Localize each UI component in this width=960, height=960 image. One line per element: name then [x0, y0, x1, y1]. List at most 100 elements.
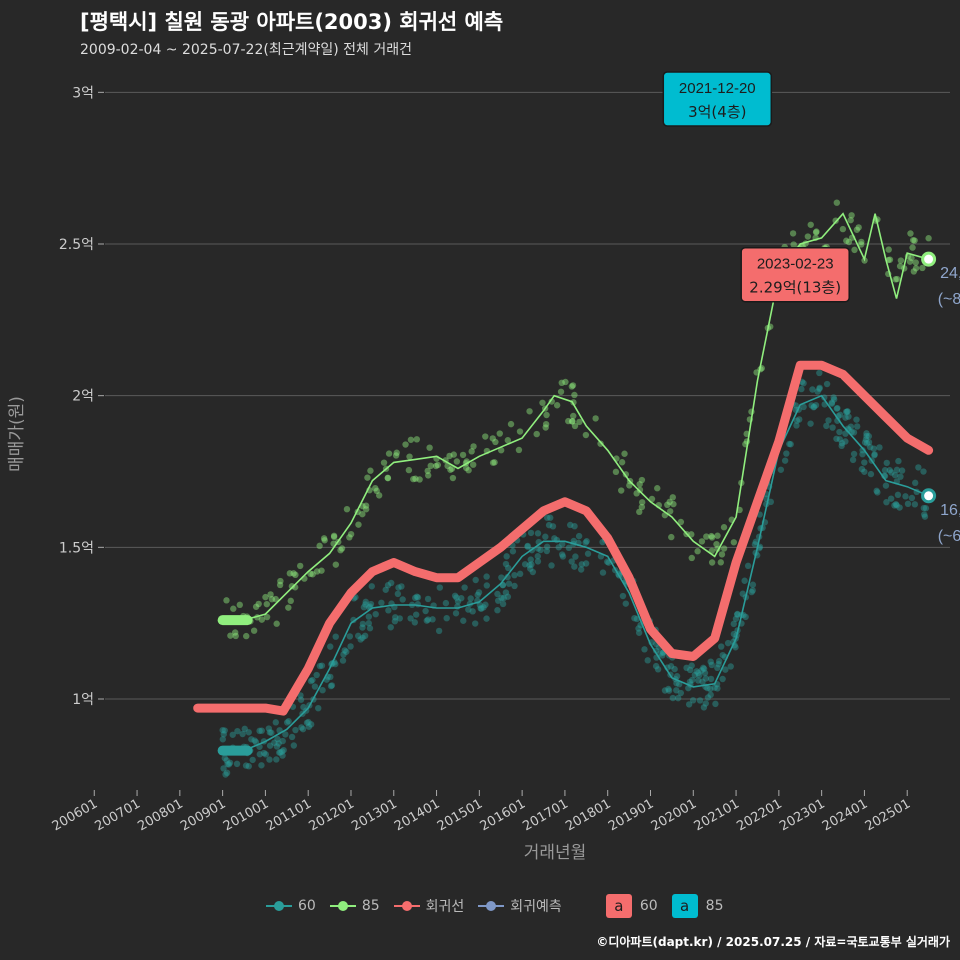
transaction-dot	[347, 643, 354, 650]
transaction-dot	[830, 394, 837, 401]
x-tick-label: 201601	[478, 796, 528, 834]
transaction-dot	[436, 584, 444, 591]
transaction-dot	[511, 571, 518, 579]
transaction-dot	[382, 586, 389, 593]
transaction-dot	[904, 500, 912, 508]
callout-box	[740, 246, 850, 303]
transaction-dot	[584, 550, 592, 557]
transaction-dot	[553, 402, 561, 409]
transaction-dot	[365, 620, 373, 627]
end-label-area-60: (~60㎡)	[938, 527, 960, 545]
transaction-dot	[307, 570, 314, 578]
transaction-dot	[413, 593, 421, 600]
transaction-dot	[644, 657, 651, 664]
transaction-dot	[328, 682, 336, 689]
transaction-dot	[424, 467, 431, 475]
transaction-dot	[303, 719, 311, 726]
transaction-dot	[511, 582, 518, 590]
transaction-dot	[907, 230, 914, 237]
transaction-dot	[666, 498, 673, 506]
legend-box-label-85: 85	[705, 898, 724, 914]
transaction-dot	[906, 258, 914, 265]
transaction-dot	[786, 440, 793, 448]
transaction-dot	[896, 504, 903, 511]
y-tick-label: 3억	[72, 85, 94, 101]
transaction-dot	[251, 737, 258, 744]
transaction-dot	[800, 403, 807, 411]
transaction-dot	[429, 616, 436, 623]
transaction-dot	[478, 605, 485, 612]
transaction-dot	[504, 593, 512, 600]
transaction-dot	[571, 391, 578, 399]
transaction-dot	[387, 579, 395, 587]
transaction-dot	[893, 275, 901, 283]
end-label-area-85: (~85㎡)	[938, 290, 960, 308]
transaction-dot	[711, 684, 718, 691]
transaction-dot	[714, 664, 721, 672]
transaction-dot	[252, 603, 260, 610]
transaction-dot	[891, 471, 899, 479]
transaction-dot	[739, 590, 746, 597]
transaction-dot	[675, 681, 683, 688]
transaction-dot	[685, 701, 693, 708]
transaction-dot	[287, 597, 294, 605]
legend-box-60: a 60	[605, 894, 658, 918]
transaction-dot	[268, 596, 276, 603]
legend: 60 85 회귀선 회귀예측 a 60 a 85	[266, 894, 737, 918]
transaction-dot	[224, 760, 231, 768]
transaction-dot	[767, 498, 775, 506]
transaction-dot	[882, 482, 890, 489]
transaction-dot	[836, 411, 844, 419]
transaction-dot	[704, 684, 711, 692]
x-tick-label: 201701	[520, 796, 570, 834]
transaction-dot	[842, 438, 849, 445]
transaction-dot	[545, 521, 553, 529]
transaction-dot	[619, 592, 627, 600]
transaction-dot	[534, 558, 542, 565]
transaction-dot	[359, 634, 366, 641]
transaction-dot	[276, 581, 284, 589]
legend-box-letter-85: a	[671, 894, 698, 918]
transaction-dot	[296, 562, 304, 570]
transaction-dot	[577, 566, 585, 573]
legend-item-regression: 회귀선	[393, 896, 464, 916]
transaction-dot	[787, 441, 794, 448]
legend-box-85: a 85	[671, 894, 724, 918]
transaction-dot	[489, 459, 497, 466]
transaction-dot	[362, 601, 369, 608]
transaction-dot	[483, 615, 490, 622]
transaction-dot	[839, 225, 847, 233]
transaction-dot	[543, 514, 551, 521]
transaction-dot	[873, 487, 880, 495]
transaction-dot	[636, 508, 643, 516]
transaction-dot	[571, 522, 578, 530]
transaction-dot	[571, 563, 578, 570]
transaction-dot	[346, 633, 354, 640]
grid-lines	[105, 91, 950, 700]
transaction-dot	[398, 583, 405, 590]
transaction-dot	[665, 687, 673, 694]
transaction-dot	[299, 725, 307, 733]
transaction-dot	[897, 473, 904, 480]
transaction-dot	[571, 422, 579, 430]
transaction-dot	[498, 594, 505, 602]
transaction-dot	[911, 501, 919, 508]
transaction-dot	[848, 212, 855, 219]
transaction-dot	[446, 452, 453, 460]
transaction-dot	[316, 662, 324, 670]
transaction-dot	[569, 418, 576, 425]
transaction-dot	[807, 420, 814, 427]
transaction-dot	[896, 262, 904, 270]
transaction-dot	[718, 643, 725, 650]
transaction-dot	[707, 691, 714, 699]
transaction-dot	[542, 533, 549, 540]
transaction-dot	[467, 595, 474, 602]
x-tick-label: 200801	[135, 796, 185, 834]
transaction-dot	[686, 666, 694, 674]
transaction-dot	[724, 639, 732, 647]
transaction-dot	[825, 417, 832, 424]
transaction-dot	[258, 762, 265, 769]
transaction-dot	[669, 494, 676, 501]
transaction-dot	[732, 644, 739, 651]
transaction-dot	[327, 643, 334, 650]
